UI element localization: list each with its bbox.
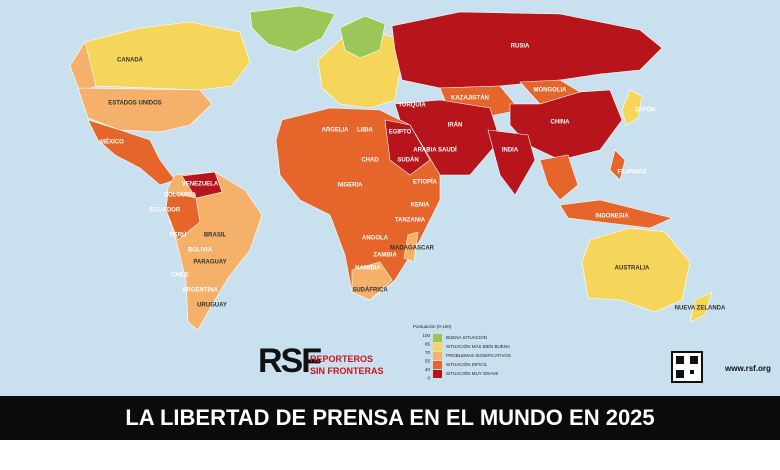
country-label: CHAD <box>361 158 379 164</box>
country-label: NAMIBIA <box>355 266 381 272</box>
legend: Puntuación (0-100) 100 85 70 55 40 0 BUENA SI… <box>413 324 511 381</box>
land <box>69 5 713 331</box>
logo-line: REPORTEROS <box>310 354 373 364</box>
legend-label: SITUACIÓN MÁS BIEN BUENA <box>446 343 510 349</box>
url: www.rsf.org <box>724 364 771 373</box>
country-label: URUGUAY <box>197 303 227 309</box>
legend-swatch <box>433 370 442 378</box>
legend-title: Puntuación (0-100) <box>413 324 452 329</box>
country-label: ECUADOR <box>150 208 181 214</box>
country-label: BOLIVIA <box>188 248 213 254</box>
legend-label: SITUACIÓN MUY GRAVE <box>446 370 498 376</box>
country-labels: RUSIA CANADÁ ESTADOS UNIDOS MÉXICO VENEZUELA… <box>100 44 726 312</box>
country-label: ANGOLA <box>362 236 389 242</box>
country-label: RUSIA <box>511 44 530 50</box>
banner <box>0 396 780 440</box>
legend-swatch <box>433 352 442 360</box>
australia <box>581 227 691 313</box>
india <box>487 129 536 196</box>
country-label: INDONESIA <box>595 214 629 220</box>
country-label: INDIA <box>502 148 519 154</box>
greenland <box>249 5 336 53</box>
alaska <box>69 41 97 93</box>
country-label: TURQUÍA <box>398 101 426 109</box>
country-label: CHILE <box>171 273 189 279</box>
scale-label: 100 <box>422 333 430 338</box>
venezuela <box>181 171 223 199</box>
country-label: ESTADOS UNIDOS <box>108 101 162 107</box>
nordics <box>339 15 386 59</box>
northeast-africa <box>384 119 431 176</box>
scale-label: 85 <box>425 342 431 347</box>
legend-swatch <box>433 361 442 369</box>
country-label: ARGENTINA <box>182 288 218 294</box>
mexico-central-america <box>87 119 176 186</box>
country-label: NUEVA ZELANDA <box>675 306 726 312</box>
country-label: MONGOLIA <box>534 88 568 94</box>
country-label: AUSTRALIA <box>615 266 650 272</box>
country-label: VENEZUELA <box>182 182 219 188</box>
madagascar <box>403 231 419 263</box>
country-label: KENIA <box>411 203 430 209</box>
country-label: MÉXICO <box>100 138 124 146</box>
country-label: ETIOPÍA <box>413 178 438 186</box>
country-label: LIBIA <box>357 128 373 134</box>
southeast-asia <box>539 154 579 201</box>
country-label: BRASIL <box>204 233 227 239</box>
southern-africa <box>351 261 393 301</box>
new-zealand <box>689 291 713 323</box>
country-label: ARABIA SAUDÍ <box>413 146 457 154</box>
country-label: CANADÁ <box>117 57 144 64</box>
country-label: PERÚ <box>170 232 187 239</box>
country-label: NIGERIA <box>337 183 363 189</box>
legend-label: BUENA SITUACIÓN <box>446 334 487 340</box>
country-label: EGIPTO <box>389 130 412 136</box>
japan <box>621 89 643 126</box>
indonesia <box>559 199 673 229</box>
country-label: COLOMBIA <box>164 193 197 199</box>
legend-label: PROBLEMAS SIGNIFICATIVOS <box>446 353 511 358</box>
country-label: ARGELIA <box>322 128 350 134</box>
country-label: MADAGASCAR <box>390 246 435 252</box>
country-label: SUDÁN <box>397 157 418 164</box>
country-label: FILIPINAS <box>617 170 646 176</box>
country-label: TANZANIA <box>395 218 426 224</box>
russia <box>391 11 663 89</box>
legend-swatch <box>433 334 442 342</box>
legend-swatch <box>433 343 442 351</box>
scale-label: 55 <box>425 359 431 364</box>
qr-code <box>671 351 703 383</box>
scale-label: 40 <box>425 367 431 372</box>
scale-label: 0 <box>427 376 430 381</box>
usa <box>77 87 213 133</box>
philippines <box>609 149 626 181</box>
banner-title: LA LIBERTAD DE PRENSA EN EL MUNDO EN 202… <box>125 405 654 430</box>
country-label: ZAMBIA <box>373 253 397 259</box>
logo-line: SIN FRONTERAS <box>310 366 384 376</box>
country-label: SUDÁFRICA <box>352 287 388 294</box>
legend-label: SITUACIÓN DIFÍCIL <box>446 361 488 367</box>
scale-label: 70 <box>425 350 431 355</box>
country-label: JAPÓN <box>635 106 656 114</box>
country-label: IRÁN <box>448 122 463 129</box>
country-label: CHINA <box>551 120 571 126</box>
country-label: PARAGUAY <box>193 260 226 266</box>
logo: RSF REPORTEROS SIN FRONTERAS <box>258 342 384 380</box>
logo-mark: RSF <box>258 342 321 380</box>
andes <box>165 191 201 241</box>
country-label: KAZAJISTÁN <box>451 95 489 102</box>
